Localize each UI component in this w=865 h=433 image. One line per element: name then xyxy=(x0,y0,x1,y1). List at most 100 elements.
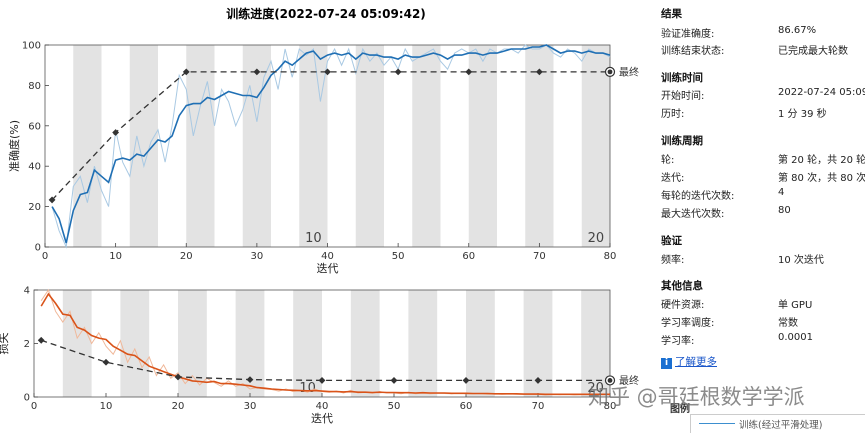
loss-validation-point xyxy=(246,376,254,384)
loss-x-tick-label: 40 xyxy=(316,401,329,412)
accuracy-x-tick-label: 20 xyxy=(180,251,193,262)
accuracy-epoch-band xyxy=(412,45,441,247)
accuracy-final-point xyxy=(607,69,613,75)
accuracy-validation-point xyxy=(535,68,543,76)
accuracy-x-tick-label: 50 xyxy=(392,251,405,262)
iteration-value: 第 80 次，共 80 次 xyxy=(778,173,865,184)
accuracy-y-tick-label: 80 xyxy=(28,81,41,92)
learn-more-text: 了解更多 xyxy=(675,356,717,368)
accuracy-epoch-band xyxy=(525,45,554,247)
loss-x-tick-label: 80 xyxy=(604,401,617,412)
loss-epoch-band xyxy=(293,290,322,397)
accuracy-validation-point xyxy=(182,68,190,76)
accuracy-epoch-band xyxy=(129,45,158,247)
loss-epoch-band xyxy=(350,290,380,397)
iters-per-epoch-value: 4 xyxy=(778,187,785,198)
loss-x-tick-label: 70 xyxy=(532,401,545,412)
legend-label: 训练(经过平滑处理) xyxy=(739,420,823,431)
loss-validation-point xyxy=(174,373,182,381)
accuracy-y-tick-label: 40 xyxy=(28,162,41,173)
loss-y-tick-label: 2 xyxy=(24,339,30,350)
accuracy-x-tick-label: 80 xyxy=(604,251,617,262)
lr-schedule-label: 学习率调度: xyxy=(661,318,715,329)
elapsed-label: 历时: xyxy=(661,109,685,120)
time-heading: 训练时间 xyxy=(661,72,703,84)
loss-epoch-band xyxy=(62,290,92,397)
info-icon: i xyxy=(661,358,672,369)
loss-epoch-band xyxy=(408,290,438,397)
iteration-label: 迭代: xyxy=(661,173,685,184)
loss-series-smoothed-line xyxy=(40,292,610,396)
accuracy-y-tick-label: 0 xyxy=(35,243,41,254)
accuracy-series-smoothed-line xyxy=(51,44,611,244)
watermark: 知乎 @哥廷根数学学派 xyxy=(588,385,805,409)
accuracy-series-raw-line xyxy=(51,44,611,249)
max-iters-label: 最大迭代次数: xyxy=(661,209,725,220)
accuracy-validation-point xyxy=(48,196,56,204)
training-progress-plot: 训练进度(2022-07-24 05:09:42)10 200 10 20 30 40 50… xyxy=(0,6,639,425)
epoch-label: 轮: xyxy=(661,155,675,166)
legend-line-swatch xyxy=(699,423,735,424)
end-state-value: 已完成最大轮数 xyxy=(778,46,848,57)
val-accuracy-value: 86.67% xyxy=(778,25,817,36)
accuracy-y-axis-label: 准确度(%) xyxy=(7,120,21,172)
accuracy-epoch-mark-20: 20 xyxy=(588,231,605,246)
loss-validation-point xyxy=(102,358,110,366)
info-sidebar: 结果 验证准确度: 86.67% 训练结束状态: 已完成最大轮数 训练时间 开始… xyxy=(652,0,865,432)
epoch-value: 第 20 轮，共 20 轮 xyxy=(778,155,865,166)
results-heading: 结果 xyxy=(661,8,682,20)
loss-x-axis-label: 迭代 xyxy=(311,412,333,425)
accuracy-final-label: 最终 xyxy=(619,65,639,78)
training-plot-area: 训练进度(2022-07-24 05:09:42) 10 20 0 10 20 30 40 50… xyxy=(0,6,639,425)
accuracy-series-validation-line xyxy=(51,71,610,201)
end-state-label: 训练结束状态: xyxy=(661,46,725,57)
iters-per-epoch-label: 每轮的迭代次数: xyxy=(661,191,735,202)
loss-validation-point xyxy=(462,377,470,384)
cycle-heading: 训练周期 xyxy=(661,135,703,147)
loss-epoch-mark-20: 20 xyxy=(587,381,604,396)
loss-epoch-mark-10: 10 xyxy=(299,381,316,396)
lr-schedule-value: 常数 xyxy=(778,318,798,329)
validation-heading: 验证 xyxy=(661,235,682,247)
accuracy-validation-point xyxy=(324,68,331,76)
loss-y-tick-label: 0 xyxy=(24,393,30,404)
accuracy-epoch-band xyxy=(73,45,102,247)
accuracy-validation-point xyxy=(465,68,473,76)
accuracy-x-tick-label: 0 xyxy=(42,251,48,262)
lr-label: 学习率: xyxy=(661,336,695,347)
start-time-value: 2022-07-24 05:09:42 xyxy=(778,87,865,98)
accuracy-epoch-band xyxy=(299,45,328,247)
loss-validation-point xyxy=(318,377,326,384)
elapsed-value: 1 分 39 秒 xyxy=(778,109,827,120)
accuracy-x-tick-label: 40 xyxy=(321,251,334,262)
accuracy-epoch-band xyxy=(581,45,610,247)
accuracy-x-tick-label: 30 xyxy=(251,251,264,262)
loss-x-tick-label: 20 xyxy=(172,401,185,412)
accuracy-validation-point xyxy=(253,68,261,76)
loss-epoch-band xyxy=(120,290,150,397)
start-time-label: 开始时间: xyxy=(661,91,705,102)
accuracy-x-tick-label: 60 xyxy=(462,251,475,262)
loss-validation-point xyxy=(534,377,542,384)
loss-epoch-band xyxy=(466,290,495,397)
accuracy-epoch-band xyxy=(242,45,271,247)
legend-heading: 图例 xyxy=(670,404,690,415)
loss-x-tick-label: 10 xyxy=(100,401,113,412)
accuracy-x-tick-label: 10 xyxy=(109,251,122,262)
learn-more-link[interactable]: i 了解更多 xyxy=(661,354,717,369)
plot-title: 训练进度(2022-07-24 05:09:42) xyxy=(226,6,426,21)
loss-validation-point xyxy=(37,336,45,344)
loss-x-tick-label: 30 xyxy=(244,401,257,412)
loss-final-label: 最终 xyxy=(619,374,639,387)
lr-value: 0.0001 xyxy=(778,332,813,343)
loss-x-tick-label: 50 xyxy=(388,401,401,412)
frequency-label: 频率: xyxy=(661,255,685,266)
accuracy-y-tick-label: 20 xyxy=(28,202,41,213)
accuracy-epoch-mark-10: 10 xyxy=(305,231,322,246)
frequency-value: 10 次迭代 xyxy=(778,255,824,266)
accuracy-epoch-band xyxy=(186,45,215,247)
accuracy-x-axis-label: 迭代 xyxy=(317,262,339,275)
loss-x-tick-label: 60 xyxy=(460,401,473,412)
accuracy-epoch-band xyxy=(468,45,497,247)
loss-final-point xyxy=(607,378,613,383)
